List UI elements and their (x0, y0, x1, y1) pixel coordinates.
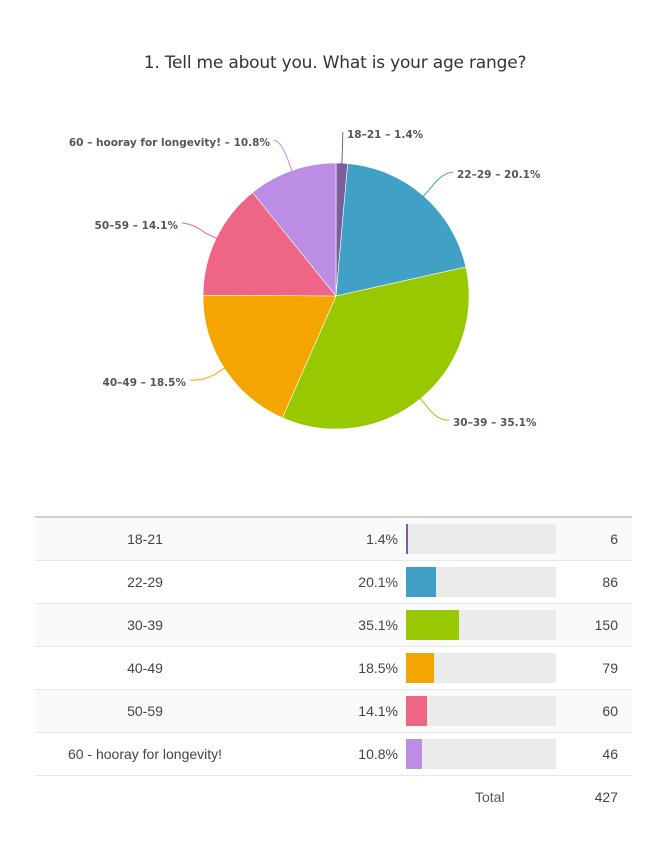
answer-count: 60 (602, 703, 618, 719)
results-table: 18-21 1.4% 6 22-29 20.1% 86 30-39 35.1% 150 40-49… (35, 516, 632, 818)
pie-label: 40–49 – 18.5% (103, 377, 187, 389)
leader-line (273, 139, 295, 179)
table-row: 50-59 14.1% 60 (35, 690, 632, 733)
leader-line (189, 363, 232, 381)
bar-track (406, 610, 556, 640)
table-row: 30-39 35.1% 150 (35, 604, 632, 647)
pie-label: 22–29 – 20.1% (457, 169, 541, 181)
bar-fill (406, 696, 427, 726)
total-value: 427 (594, 789, 618, 805)
bar-fill (406, 739, 422, 769)
pie-label: 50–59 – 14.1% (95, 220, 179, 232)
answer-count: 79 (602, 660, 618, 676)
total-row: Total 427 (35, 776, 632, 818)
bar-fill (406, 610, 459, 640)
pie-slices (202, 162, 470, 430)
answer-label: 18-21 (127, 531, 163, 547)
bar-fill (406, 567, 436, 597)
table-row: 60 - hooray for longevity! 10.8% 46 (35, 733, 632, 776)
bar-track (406, 567, 556, 597)
answer-label: 30-39 (127, 617, 163, 633)
bar-track (406, 653, 556, 683)
leader-line (417, 171, 454, 203)
table-row: 18-21 1.4% 6 (35, 518, 632, 561)
answer-percent: 20.1% (358, 574, 398, 590)
answer-label: 22-29 (127, 574, 163, 590)
bar-fill (406, 653, 434, 683)
pie-chart: 18–21 – 1.4% 22–29 – 20.1% 30–39 – 35.1% 40… (69, 129, 541, 430)
pie-label: 18–21 – 1.4% (347, 129, 424, 141)
bar-track (406, 524, 556, 554)
answer-percent: 14.1% (358, 703, 398, 719)
answer-label: 40-49 (127, 660, 163, 676)
answer-percent: 35.1% (358, 617, 398, 633)
leader-line (340, 131, 344, 172)
answer-count: 150 (594, 617, 618, 633)
leader-line (181, 222, 224, 243)
leader-line (414, 392, 450, 421)
answer-percent: 18.5% (358, 660, 398, 676)
answer-count: 86 (602, 574, 618, 590)
table-row: 40-49 18.5% 79 (35, 647, 632, 690)
answer-count: 46 (602, 746, 618, 762)
bar-track (406, 696, 556, 726)
table-row: 22-29 20.1% 86 (35, 561, 632, 604)
answer-percent: 10.8% (358, 746, 398, 762)
pie-label: 60 – hooray for longevity! – 10.8% (69, 137, 271, 149)
answer-percent: 1.4% (366, 531, 398, 547)
pie-label: 30–39 – 35.1% (453, 417, 537, 429)
answer-label: 50-59 (127, 703, 163, 719)
answer-count: 6 (610, 531, 618, 547)
answer-label: 60 - hooray for longevity! (67, 746, 223, 762)
total-label: Total (475, 789, 505, 805)
bar-track (406, 739, 556, 769)
question-title: 1. Tell me about you. What is your age r… (143, 53, 527, 73)
pie-labels: 18–21 – 1.4% 22–29 – 20.1% 30–39 – 35.1% 40… (69, 129, 541, 429)
bar-fill (406, 524, 408, 554)
